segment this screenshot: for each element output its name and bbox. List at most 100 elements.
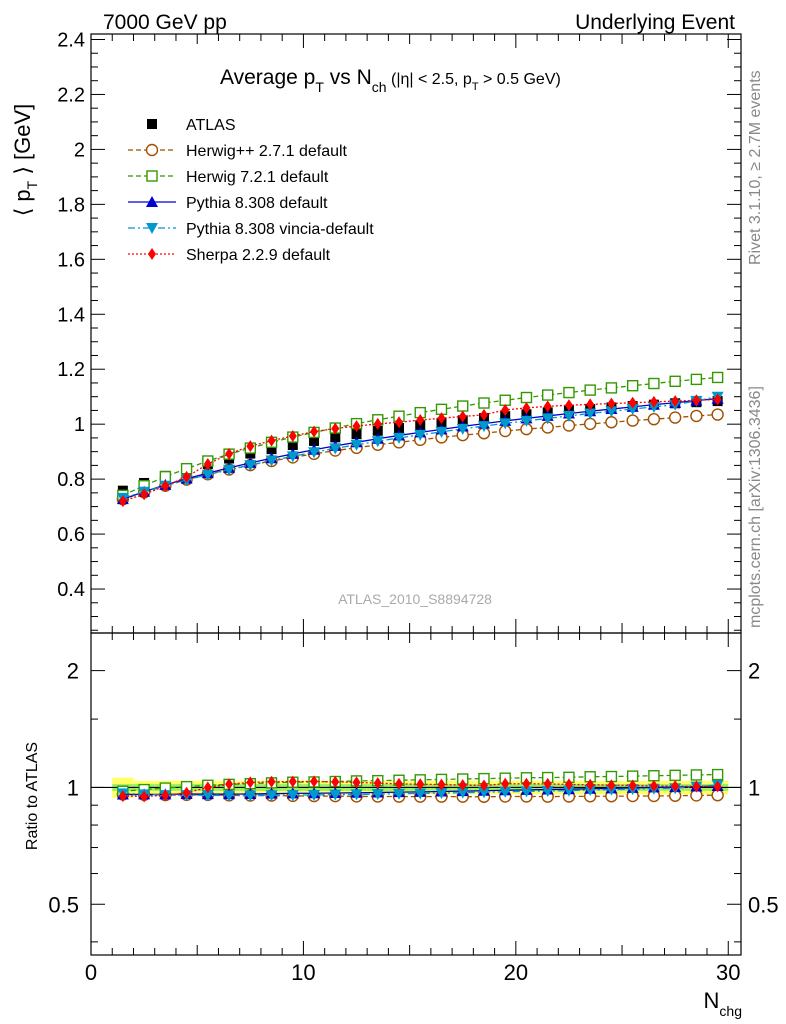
data-point bbox=[350, 789, 363, 801]
data-point bbox=[692, 394, 701, 407]
data-point bbox=[373, 777, 382, 790]
data-point bbox=[308, 789, 321, 801]
data-point bbox=[182, 470, 191, 483]
data-point bbox=[331, 422, 340, 435]
title-cond-sub: T bbox=[472, 81, 479, 93]
data-point bbox=[458, 410, 467, 423]
data-point bbox=[541, 413, 554, 425]
data-point bbox=[286, 451, 299, 463]
legend: ATLAS Herwig++ 2.7.1 default Herwig 7.2.1 … bbox=[128, 117, 374, 264]
data-point bbox=[562, 410, 575, 422]
y-tick-label: 2 bbox=[74, 139, 85, 161]
data-point bbox=[225, 778, 234, 791]
data-point bbox=[372, 425, 383, 436]
legend-entry: ATLAS bbox=[147, 117, 236, 134]
data-point bbox=[223, 464, 236, 476]
data-point bbox=[479, 779, 488, 792]
ratio-tick-label: 0.5 bbox=[48, 892, 79, 917]
x-tick-label: 0 bbox=[85, 960, 97, 985]
data-point bbox=[456, 423, 469, 435]
y-tick-label: 1 bbox=[74, 414, 85, 436]
x-tick-label: 10 bbox=[291, 960, 315, 985]
ylabel-pre: ⟨ p bbox=[10, 189, 35, 216]
ratio-tick-label: 2 bbox=[67, 659, 79, 684]
data-point bbox=[584, 384, 596, 396]
data-point bbox=[478, 397, 490, 409]
data-point bbox=[393, 432, 406, 444]
title-cond-a: (|η| < 2.5, p bbox=[387, 71, 472, 88]
data-point bbox=[414, 788, 427, 800]
ratio-series-line bbox=[122, 780, 718, 798]
data-point bbox=[690, 769, 703, 781]
data-point bbox=[628, 396, 637, 409]
data-point bbox=[395, 416, 404, 429]
watermark: ATLAS_2010_S8894728 bbox=[338, 591, 492, 607]
data-point bbox=[671, 395, 680, 408]
data-point bbox=[203, 781, 212, 794]
chart-title: Average pT vs Nch (|η| < 2.5, pT > 0.5 G… bbox=[220, 66, 561, 95]
data-point bbox=[416, 414, 425, 427]
data-point bbox=[713, 780, 722, 793]
ylabel-sub: T bbox=[24, 180, 40, 189]
data-point bbox=[147, 119, 157, 129]
ratio-tick-label: 1 bbox=[67, 775, 79, 800]
data-point bbox=[541, 786, 554, 798]
data-point bbox=[711, 371, 724, 384]
legend-label: Herwig++ 2.7.1 default bbox=[186, 143, 348, 160]
y-tick-label: 0.6 bbox=[57, 524, 85, 546]
data-point bbox=[648, 770, 660, 782]
data-point bbox=[586, 398, 595, 411]
legend-label: Herwig 7.2.1 default bbox=[186, 169, 329, 186]
data-point bbox=[690, 409, 703, 423]
data-point bbox=[671, 780, 680, 793]
data-point bbox=[648, 377, 660, 390]
y-axis-label: ⟨ pT ⟩ [GeV] bbox=[10, 104, 40, 217]
data-point bbox=[395, 777, 404, 790]
data-point bbox=[563, 386, 575, 399]
y-tick-label: 1.6 bbox=[57, 249, 85, 271]
header-left: 7000 GeV pp bbox=[103, 11, 227, 34]
mcplots-label: mcplots.cern.ch [arXiv:1306.3436] bbox=[747, 386, 764, 628]
title-main: Average p bbox=[220, 66, 315, 89]
data-point bbox=[244, 460, 257, 472]
data-point bbox=[499, 418, 512, 430]
data-point bbox=[520, 391, 533, 404]
data-point bbox=[414, 429, 427, 441]
ratio-series-line bbox=[122, 784, 718, 797]
data-point bbox=[437, 778, 446, 791]
ratio-series-5 bbox=[118, 775, 722, 803]
data-point bbox=[458, 779, 467, 792]
legend-label: Sherpa 2.2.9 default bbox=[186, 247, 331, 264]
data-point bbox=[203, 458, 212, 471]
title-sub-t: T bbox=[315, 79, 324, 95]
ratio-tick-label-right: 0.5 bbox=[748, 892, 779, 917]
data-point bbox=[201, 469, 214, 481]
data-point bbox=[668, 411, 682, 424]
data-point bbox=[669, 375, 681, 388]
main-panel: 0.4 0.6 0.8 1 1.2 1.4 1.6 1.8 2 2.2 2.4 bbox=[57, 29, 742, 634]
data-point bbox=[286, 790, 299, 802]
data-point bbox=[626, 414, 639, 427]
ylabel-post: ⟩ [GeV] bbox=[10, 104, 35, 181]
y-tick-label: 1.2 bbox=[57, 359, 85, 381]
ratio-panel: 0.5 0.51 12 20 10 20 30 bbox=[48, 632, 779, 985]
data-point bbox=[437, 412, 446, 425]
data-point bbox=[310, 425, 319, 438]
data-point bbox=[148, 248, 156, 260]
title-vs: vs N bbox=[324, 66, 372, 89]
data-point bbox=[690, 373, 703, 386]
legend-entry: Pythia 8.308 default bbox=[128, 195, 328, 212]
data-point bbox=[267, 775, 276, 788]
data-point bbox=[308, 447, 321, 459]
data-point bbox=[520, 786, 533, 798]
ratio-tick-label-right: 2 bbox=[748, 659, 760, 684]
data-point bbox=[352, 776, 361, 789]
data-point bbox=[522, 401, 531, 414]
x-tick-label: 20 bbox=[504, 960, 528, 985]
data-point bbox=[479, 408, 488, 421]
data-point bbox=[246, 440, 255, 453]
data-point bbox=[161, 479, 170, 492]
data-point bbox=[607, 397, 616, 410]
data-point bbox=[288, 775, 297, 788]
